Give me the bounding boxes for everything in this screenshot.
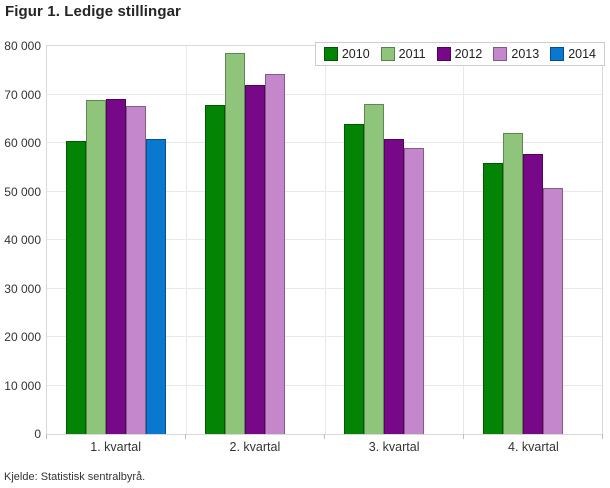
legend-swatch-icon [550,47,565,61]
y-axis-tick-label: 50 000 [4,184,41,199]
bar-2010-q3 [343,124,364,434]
axis-tick [324,434,325,439]
legend-item-2010: 2010 [323,47,370,61]
bar-2011-q2 [225,53,246,434]
v-gridline [185,46,187,434]
legend-label: 2010 [341,47,370,61]
bar-2010-q2 [205,105,226,434]
y-axis-tick-label: 60 000 [4,136,41,150]
x-axis-category-label: 3. kvartal [368,440,420,454]
legend-item-2012: 2012 [436,47,483,61]
y-axis-tick-label: 0 [34,427,41,441]
legend-item-2011: 2011 [380,47,426,61]
bar-2011-q1 [86,100,107,434]
bar-2012-q3 [383,139,404,434]
bar-2012-q1 [106,99,127,434]
bar-2013-q1 [126,106,147,434]
axis-tick [46,434,47,439]
bar-2011-q4 [502,133,523,434]
axis-tick [463,434,464,439]
bar-2010-q1 [66,141,87,434]
x-axis-category-label: 1. kvartal [90,440,141,454]
legend-label: 2013 [511,47,540,61]
bar-2013-q2 [265,74,286,434]
legend-label: 2011 [398,47,426,61]
axis-tick [185,434,186,439]
y-axis-tick-label: 20 000 [4,330,41,344]
v-gridline [324,46,326,434]
bar-2013-q4 [542,188,563,434]
plot-area [46,45,603,435]
y-axis-tick-label: 80 000 [4,39,41,53]
y-axis-tick-label: 10 000 [4,378,41,393]
legend-swatch-icon [323,47,338,61]
bar-2011-q3 [363,104,384,434]
legend-label: 2012 [454,47,483,61]
legend-swatch-icon [380,47,395,61]
chart-legend: 2010 2011 2012 2013 2014 [314,42,605,66]
bar-2010-q4 [482,163,503,434]
bar-2013-q3 [403,148,424,434]
x-axis-category-label: 4. kvartal [508,440,559,454]
bar-2014-q1 [146,139,167,434]
legend-swatch-icon [436,47,451,61]
chart-title: Figur 1. Ledige stillingar [5,3,181,20]
legend-swatch-icon [493,47,508,61]
y-axis-tick-label: 40 000 [4,233,41,247]
bar-2012-q4 [522,154,543,434]
y-axis-tick-label: 70 000 [4,87,41,102]
y-axis-tick-label: 30 000 [4,281,41,296]
x-axis-category-label: 2. kvartal [229,440,281,454]
legend-item-2014: 2014 [550,47,596,61]
v-gridline [463,46,465,434]
legend-label: 2014 [568,47,596,61]
axis-tick [602,434,603,439]
bar-2012-q2 [245,85,266,434]
source-note: Kjelde: Statistisk sentralbyrå. [4,471,146,483]
legend-item-2013: 2013 [493,47,539,61]
